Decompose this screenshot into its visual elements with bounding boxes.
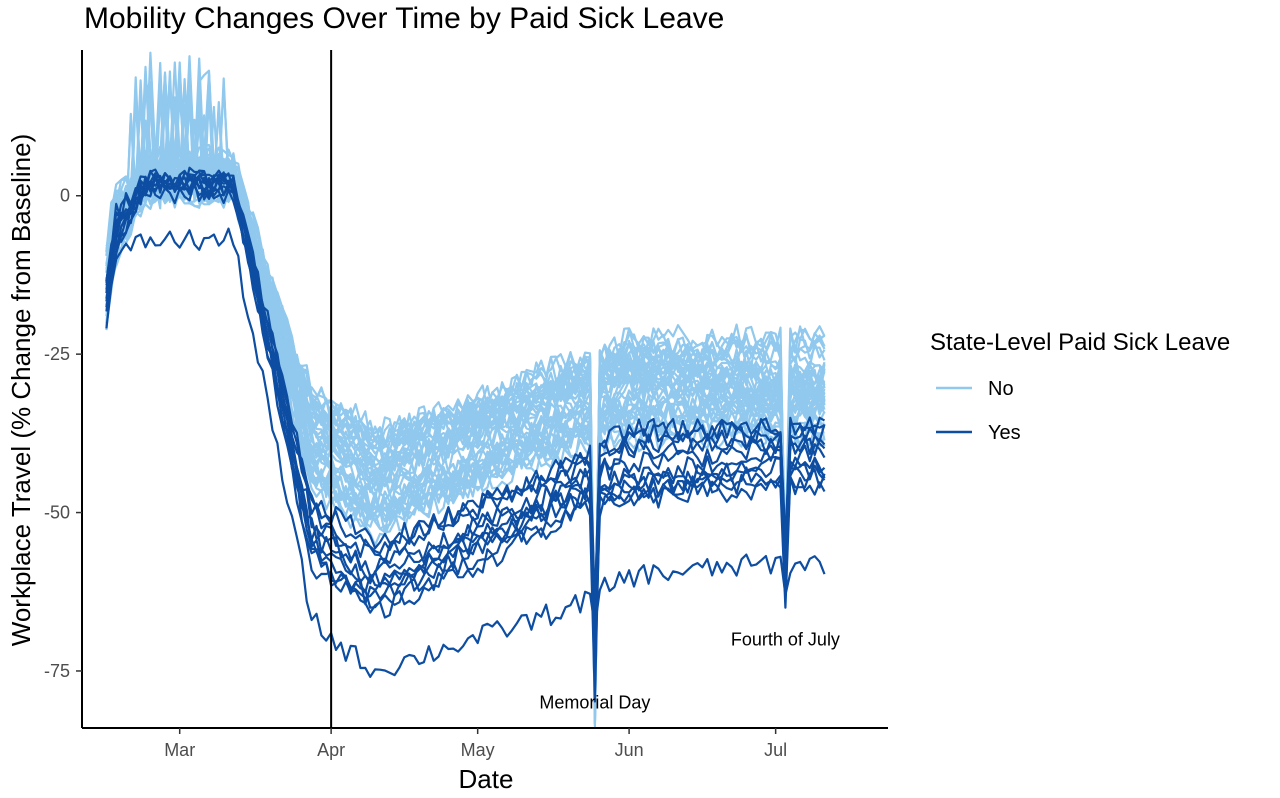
x-tick-label: Jul — [764, 740, 787, 760]
x-tick-label: Mar — [164, 740, 195, 760]
series-lines — [105, 51, 826, 728]
legend: State-Level Paid Sick Leave No Yes — [930, 329, 1230, 444]
series-line-no-33 — [105, 177, 826, 660]
chart-title: Mobility Changes Over Time by Paid Sick … — [84, 2, 724, 35]
series-line-no-35 — [105, 103, 826, 691]
annotations: Memorial Day Fourth of July — [539, 629, 840, 712]
x-tick-label: Apr — [317, 740, 345, 760]
x-tick-label: Jun — [615, 740, 644, 760]
legend-title: State-Level Paid Sick Leave — [930, 329, 1230, 356]
y-tick-label: -75 — [44, 661, 70, 681]
annotation-label: Memorial Day — [539, 693, 650, 713]
x-tick-label: May — [461, 740, 495, 760]
series-line-yes-6 — [105, 168, 826, 680]
legend-label-yes: Yes — [988, 422, 1021, 444]
series-line-no-37 — [105, 65, 826, 674]
series-line-yes-10 — [105, 172, 826, 703]
series-line-yes-12 — [105, 227, 826, 678]
y-tick-label: -25 — [44, 344, 70, 364]
y-tick-label: -50 — [44, 503, 70, 523]
series-line-yes-1 — [105, 181, 826, 661]
y-tick-label: 0 — [60, 186, 70, 206]
x-axis-title: Date — [459, 764, 514, 794]
annotation-label: Fourth of July — [731, 629, 840, 649]
y-axis-title: Workplace Travel (% Change from Baseline… — [6, 134, 36, 647]
series-line-yes-11 — [105, 169, 826, 608]
axes: 0 -25 -50 -75 Mar Apr May Jun Jul — [44, 50, 888, 760]
legend-label-no: No — [988, 378, 1014, 400]
